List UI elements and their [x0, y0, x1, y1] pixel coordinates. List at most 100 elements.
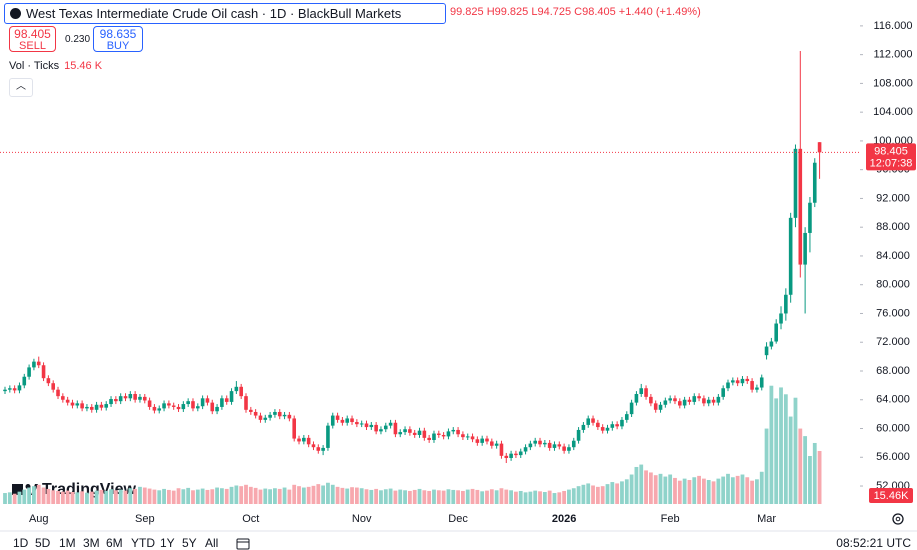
volume-bar: [755, 479, 759, 504]
calendar-icon[interactable]: [236, 538, 250, 550]
candle-body: [65, 399, 70, 403]
volume-bar: [740, 474, 745, 504]
volume-bar: [697, 475, 701, 504]
volume-bar: [403, 490, 407, 504]
candle-body: [740, 378, 745, 384]
range-button[interactable]: 5Y: [182, 536, 197, 550]
volume-bar: [330, 484, 335, 504]
settings-icon[interactable]: [892, 513, 904, 525]
volume-bar: [253, 487, 258, 504]
ohlc-readout: 99.825 H99.825 L94.725 C98.405 +1.440 (+…: [450, 6, 701, 18]
candle-body: [51, 383, 55, 390]
y-tick-label: 64.000: [876, 394, 910, 406]
candle-body: [157, 408, 162, 411]
volume-legend: Vol · Ticks 15.46 K: [9, 60, 102, 72]
candle-body: [61, 396, 65, 400]
candle-body: [133, 393, 137, 400]
candle-body: [557, 444, 562, 447]
volume-bar: [793, 397, 798, 504]
candle-body: [456, 429, 460, 435]
candle-body: [649, 396, 653, 404]
volume-bar: [162, 488, 166, 504]
volume-bar: [605, 484, 610, 504]
candle-body: [692, 396, 697, 402]
volume-bar: [668, 474, 673, 504]
candle-body: [490, 441, 494, 446]
volume-bar: [779, 387, 783, 504]
candle-body: [383, 425, 388, 430]
x-tick-label: Feb: [661, 513, 680, 525]
x-tick-label: Mar: [757, 513, 776, 525]
candle-body: [605, 427, 610, 431]
candle-body: [335, 415, 340, 420]
candle-body: [70, 402, 75, 406]
candle-body: [186, 401, 190, 405]
candle-body: [359, 423, 364, 425]
range-button[interactable]: 3M: [83, 536, 100, 550]
candle-body: [731, 380, 735, 383]
x-tick-label: Aug: [29, 513, 49, 525]
range-button[interactable]: 6M: [106, 536, 123, 550]
volume-bar: [157, 490, 162, 504]
candle-body: [306, 437, 311, 445]
volume-last-label: 15.46K: [874, 490, 910, 502]
volume-bar: [528, 491, 533, 504]
candle-body: [518, 451, 523, 456]
volume-bar: [195, 489, 200, 504]
candle-body: [480, 438, 484, 443]
volume-bar: [70, 492, 75, 504]
candle-body: [89, 406, 94, 410]
volume-bar: [388, 488, 393, 504]
candle-body: [528, 443, 533, 448]
range-button[interactable]: All: [205, 536, 219, 550]
volume-bar: [354, 487, 359, 504]
volume-bar: [600, 486, 605, 504]
sell-button[interactable]: 98.405 SELL: [9, 26, 56, 52]
volume-bar: [706, 480, 711, 504]
range-button[interactable]: 1Y: [160, 536, 175, 550]
candle-body: [610, 424, 615, 428]
candle-body: [562, 446, 566, 451]
volume-bar: [109, 489, 113, 504]
volume-bar: [186, 487, 191, 504]
candle-body: [817, 142, 822, 153]
clock: 08:52:21 UTC: [836, 536, 911, 550]
volume-bar: [480, 491, 485, 504]
candle-body: [465, 436, 470, 438]
volume-bar: [383, 489, 388, 504]
candle-body: [663, 400, 668, 405]
candle-body: [393, 422, 398, 435]
candle-body: [85, 406, 89, 409]
buy-button[interactable]: 98.635 BUY: [93, 26, 143, 52]
candle-body: [330, 415, 335, 426]
candle-body: [282, 414, 287, 417]
volume-bar: [239, 486, 244, 504]
buy-price: 98.635: [99, 27, 137, 41]
collapse-button[interactable]: ︿: [9, 78, 33, 97]
candle-body: [523, 447, 528, 452]
volume-bar: [412, 489, 417, 504]
candle-body: [205, 398, 210, 403]
candle-body: [586, 418, 591, 425]
candle-body: [615, 424, 619, 427]
y-tick-label: 84.000: [876, 250, 910, 262]
range-button[interactable]: YTD: [131, 536, 155, 550]
volume-bar: [427, 490, 432, 504]
range-button[interactable]: 1D: [13, 536, 29, 550]
range-button[interactable]: 5D: [35, 536, 51, 550]
y-tick-label: 88.000: [876, 221, 910, 233]
symbol-header[interactable]: West Texas Intermediate Crude Oil cash ·…: [4, 3, 446, 24]
volume-bar: [99, 489, 104, 504]
volume-bar: [808, 456, 812, 504]
volume-bar: [658, 473, 663, 504]
range-button[interactable]: 1M: [59, 536, 76, 550]
volume-bar: [798, 428, 803, 504]
candle-body: [697, 396, 701, 399]
volume-bar: [591, 485, 595, 504]
candle-body: [27, 367, 31, 377]
candle-body: [451, 429, 456, 432]
volume-bar: [340, 487, 345, 504]
volume-bar: [451, 489, 456, 504]
volume-bar: [615, 483, 620, 504]
volume-bar: [350, 487, 354, 504]
